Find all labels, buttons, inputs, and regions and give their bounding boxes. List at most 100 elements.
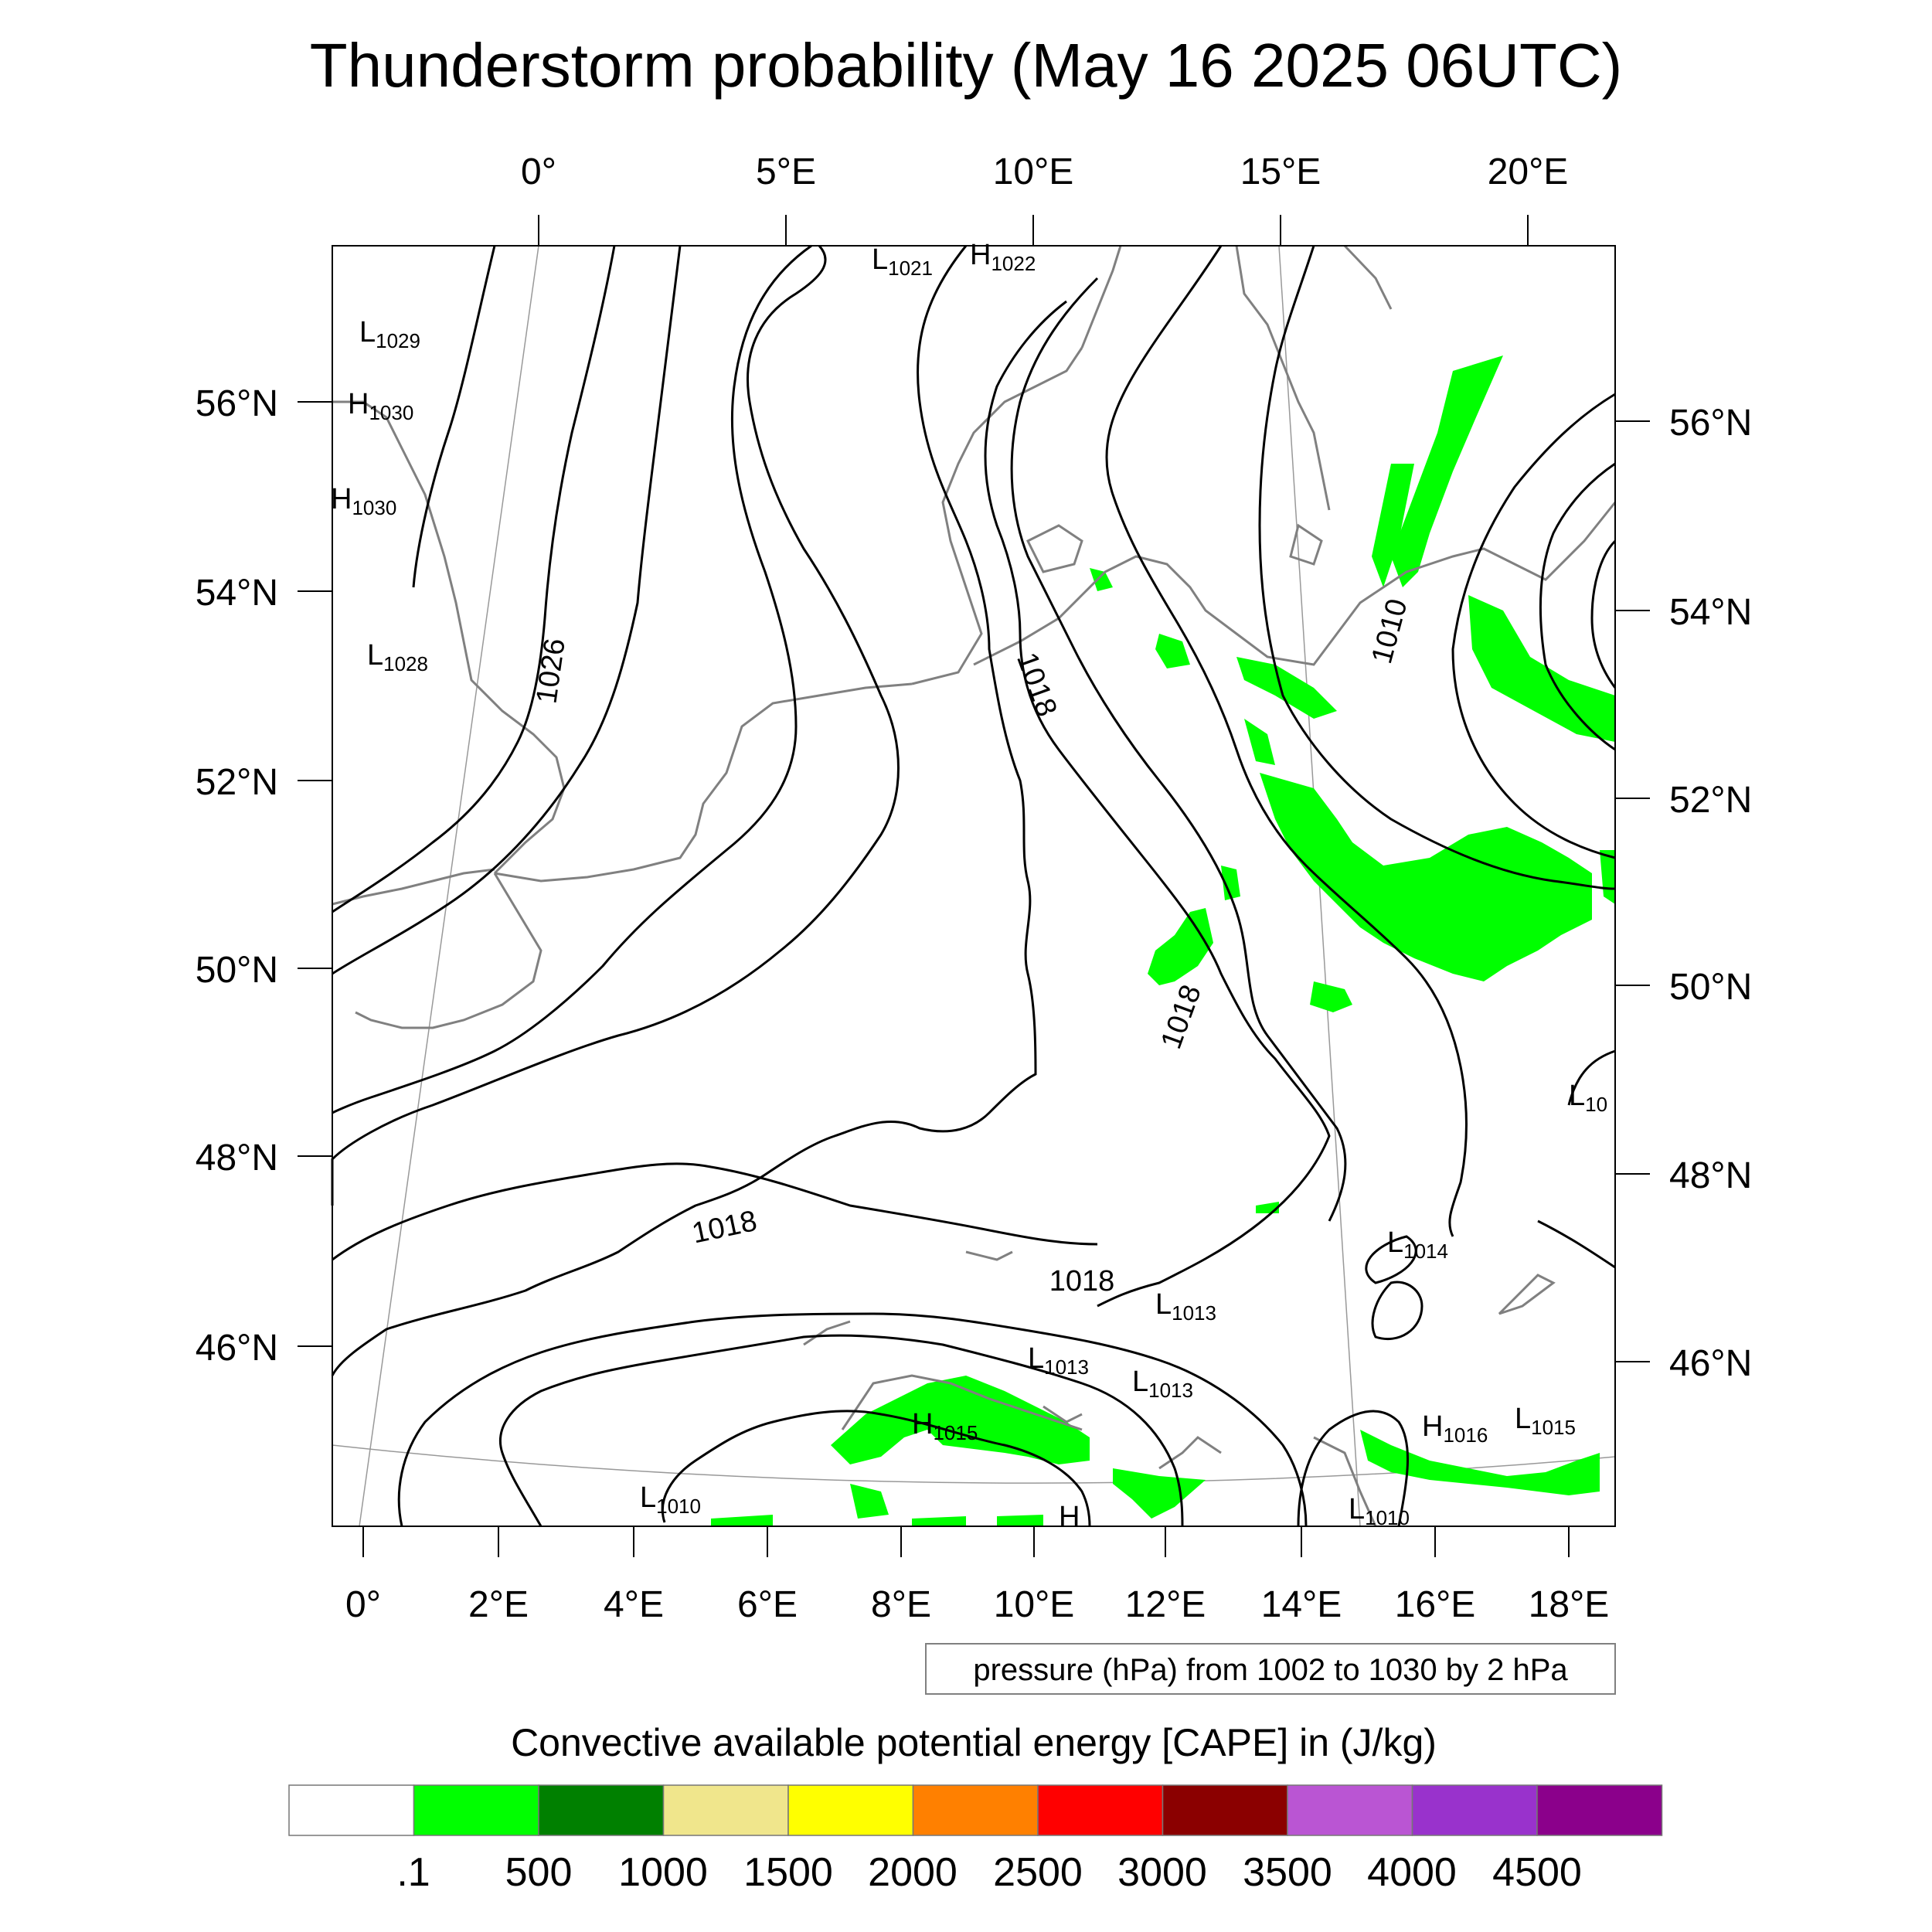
right-lat-label: 50°N	[1669, 967, 1752, 1008]
contour-info-text: pressure (hPa) from 1002 to 1030 by 2 hP…	[973, 1653, 1568, 1687]
cape-area	[850, 1484, 889, 1519]
coastline	[494, 682, 913, 883]
colorbar-tick-label: 500	[505, 1850, 573, 1895]
isobar	[1590, 539, 1617, 689]
coastline	[1080, 245, 1122, 349]
coastline	[1026, 524, 1083, 573]
pressure-center: H1030	[331, 483, 396, 519]
isobar	[1537, 1219, 1616, 1269]
left-axis	[298, 401, 332, 1347]
map-frame	[332, 245, 1616, 1527]
cape-area	[1310, 981, 1352, 1012]
pressure-center: H1016	[1422, 1410, 1488, 1447]
isobar	[397, 1312, 1308, 1527]
colorbar-tick-label: 4500	[1492, 1850, 1582, 1895]
pressure-center: H1030	[348, 388, 413, 424]
cape-area	[1236, 657, 1337, 719]
cape-area	[711, 1515, 773, 1526]
cape-area	[1372, 464, 1414, 587]
cape-area	[1113, 1468, 1206, 1519]
colorbar-tick-label: 1500	[743, 1850, 833, 1895]
bottom-lon-label: 14°E	[1261, 1584, 1342, 1625]
colorbar-tick-label: 3000	[1117, 1850, 1207, 1895]
left-lat-label: 56°N	[196, 383, 278, 424]
coastline	[1313, 1436, 1377, 1527]
colorbar-tick-label: 3500	[1243, 1850, 1332, 1895]
coastline	[1043, 1405, 1083, 1423]
isobar	[1539, 462, 1616, 751]
top-lon-label: 0°	[521, 151, 556, 192]
isobar	[1365, 1235, 1417, 1284]
left-lat-label: 48°N	[196, 1138, 278, 1179]
bottom-axis	[362, 1526, 1570, 1557]
colorbar-title: Convective available potential energy [C…	[511, 1721, 1437, 1764]
cape-area	[1391, 355, 1503, 587]
isobar	[1371, 1281, 1423, 1341]
pressure-center: L1013	[1028, 1342, 1089, 1379]
isobar	[661, 1410, 1091, 1527]
isobar	[1567, 1049, 1616, 1106]
cape-area	[912, 1516, 966, 1526]
coastline	[1343, 244, 1393, 310]
colorbar-cell	[787, 1784, 914, 1836]
coastline	[332, 400, 566, 875]
meridian-0	[359, 245, 539, 1527]
bottom-lon-label: 16°E	[1395, 1584, 1476, 1625]
cape-area	[1600, 850, 1615, 904]
right-lat-label: 52°N	[1669, 780, 1752, 821]
bottom-lon-label: 2°E	[468, 1584, 529, 1625]
top-lon-label: 20°E	[1488, 151, 1569, 192]
pressure-center: L1013	[1132, 1366, 1193, 1402]
coastline	[803, 1320, 851, 1346]
colorbar-cell	[1287, 1784, 1413, 1836]
isobars	[331, 244, 1617, 1527]
colorbar-tick-label: 4000	[1367, 1850, 1457, 1895]
cape-area	[1468, 595, 1615, 742]
pressure-center: L1013	[1155, 1288, 1216, 1325]
isobar	[332, 245, 616, 913]
bottom-lon-label: 8°E	[871, 1584, 931, 1625]
isobar	[498, 1334, 1184, 1527]
colorbar-tick-label: .1	[396, 1850, 430, 1895]
isobar	[412, 245, 496, 588]
contour-info-frame	[925, 1643, 1616, 1695]
cape-area	[997, 1515, 1043, 1526]
left-axis-labels: 56°N 54°N 52°N 50°N 48°N 46°N	[196, 383, 278, 1369]
colorbar-cell	[1037, 1784, 1164, 1836]
top-lon-label: 5°E	[756, 151, 816, 192]
isobar	[1297, 1410, 1410, 1527]
pressure-center: L1021	[872, 243, 933, 280]
colorbar-cell	[1162, 1784, 1288, 1836]
left-lat-label: 54°N	[196, 573, 278, 614]
pressure-center: L1029	[359, 316, 420, 352]
pressure-center: H1015	[912, 1408, 978, 1444]
top-axis	[538, 215, 1529, 246]
colorbar-cell	[662, 1784, 789, 1836]
bottom-axis-labels: 0° 2°E 4°E 6°E 8°E 10°E 12°E 14°E 16°E 1…	[345, 1584, 1609, 1625]
cape-area	[1221, 866, 1240, 900]
coastline	[1235, 245, 1331, 511]
colorbar: Convective available potential energy [C…	[288, 1721, 1663, 1895]
right-lat-label: 46°N	[1669, 1343, 1752, 1384]
coastline	[973, 502, 1617, 666]
top-lon-label: 10°E	[993, 151, 1074, 192]
right-lat-label: 54°N	[1669, 592, 1752, 633]
coastline	[332, 868, 495, 906]
isobar	[332, 1162, 1098, 1261]
contour-info-box: pressure (hPa) from 1002 to 1030 by 2 hP…	[925, 1643, 1616, 1695]
colorbar-tick-label: 2000	[868, 1850, 957, 1895]
map-panel: 1026 1018 1018 1018 1018 1010 L1021 H102…	[331, 239, 1617, 1533]
pressure-center: L1010	[640, 1481, 701, 1518]
pressure-center: L10	[1569, 1080, 1607, 1116]
isobar	[332, 245, 682, 975]
cape-area	[831, 1376, 1090, 1464]
pressure-center: H1022	[970, 239, 1036, 275]
isobar	[331, 245, 1037, 1376]
pressure-center: L1028	[367, 639, 428, 675]
left-lat-label: 50°N	[196, 950, 278, 991]
bottom-lon-label: 18°E	[1529, 1584, 1610, 1625]
top-lon-label: 15°E	[1240, 151, 1321, 192]
colorbar-cell	[413, 1784, 539, 1836]
coastline	[841, 1374, 1083, 1431]
